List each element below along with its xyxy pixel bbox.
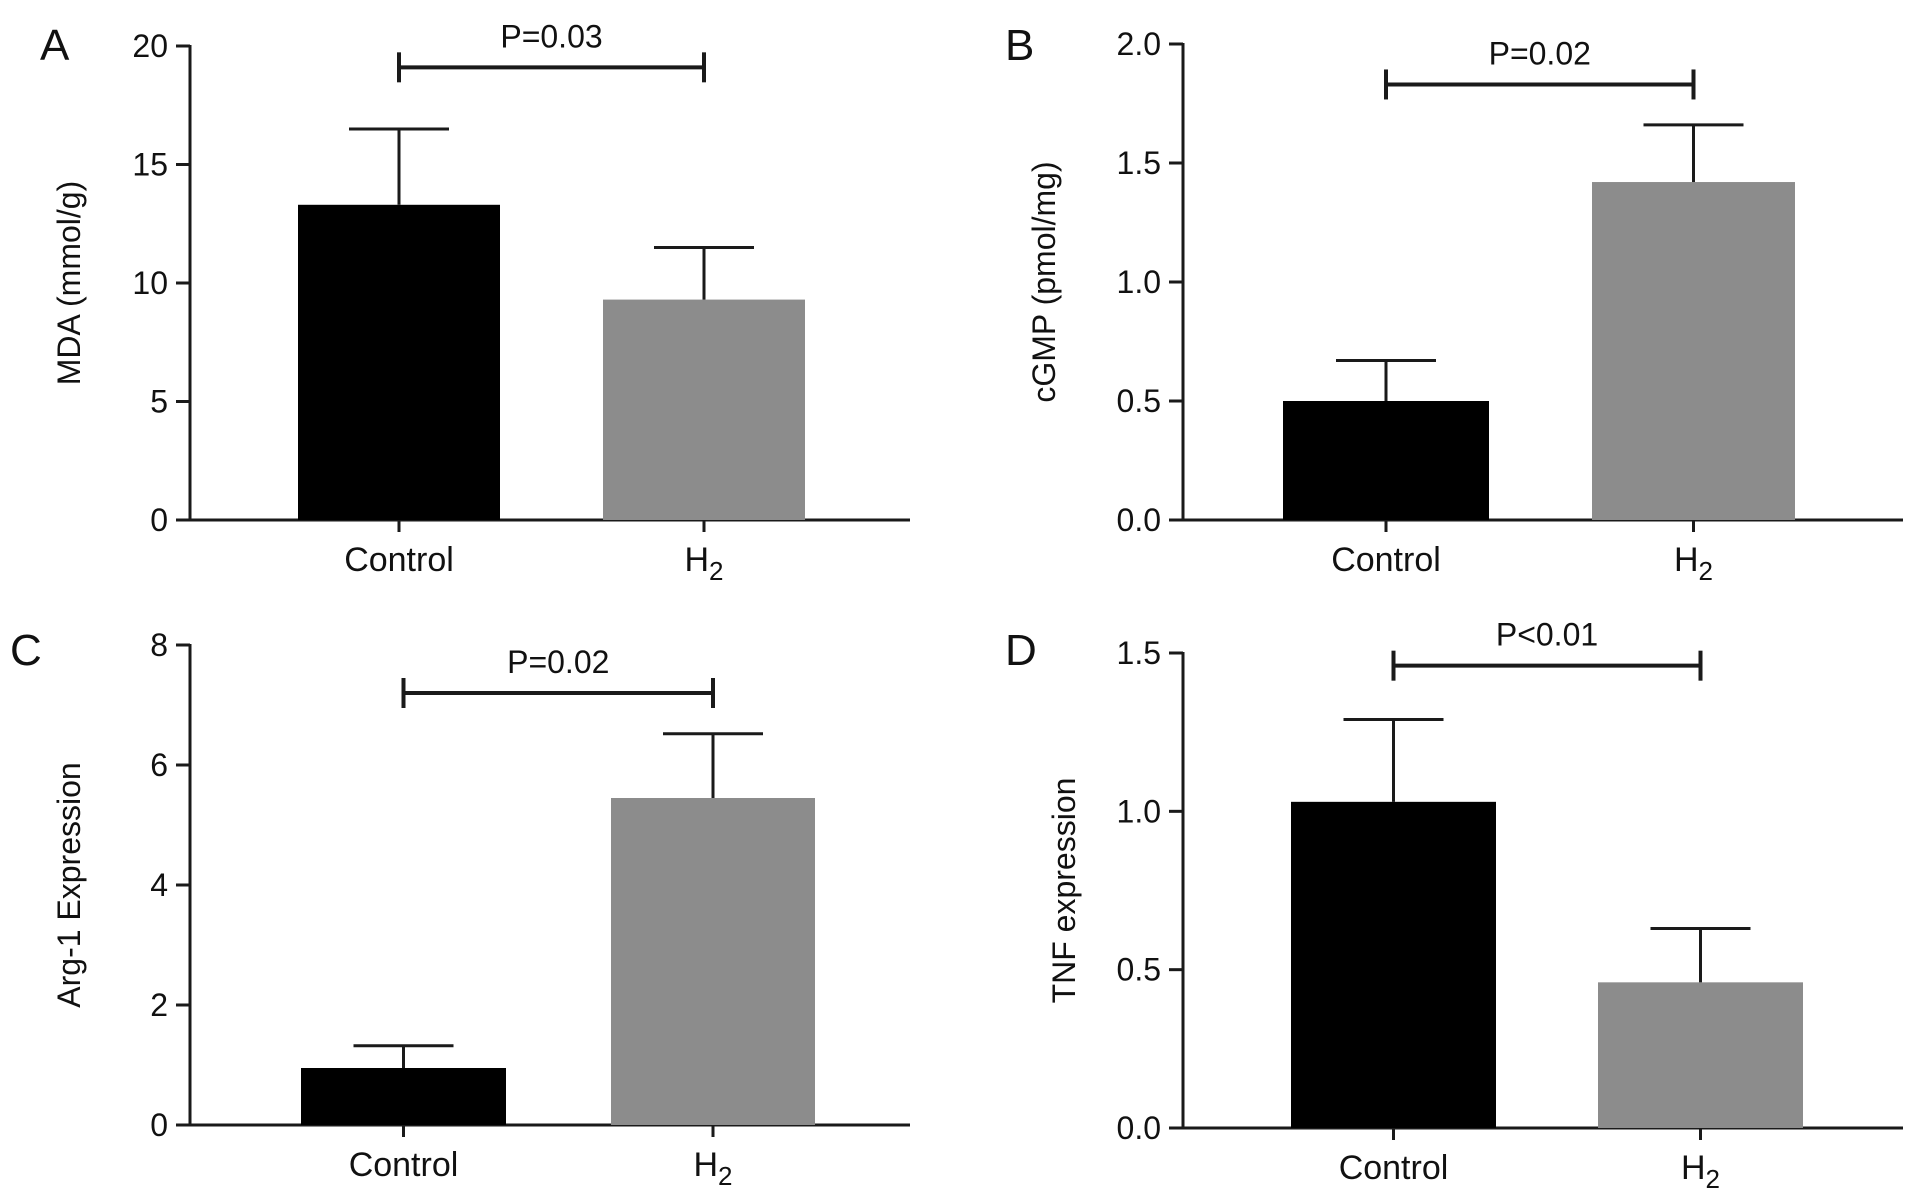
panel-a-category-label-control: Control [344,541,454,579]
panel-d-category-label-text: Control [1339,1149,1449,1187]
panel-b: B 0.0 0.5 1.0 1.5 2.0 cGMP (pmol/mg) Control H2 P… [1005,21,1903,586]
panel-a-letter: A [40,21,70,70]
panel-a-bar-h2 [603,299,805,520]
panel-d-bar-control [1291,801,1496,1128]
panel-b-y-tick-label: 0.0 [1117,502,1161,538]
panel-b-y-tick-label: 2.0 [1117,26,1161,62]
panel-d-y-tick-label: 1.5 [1117,635,1161,671]
panel-c-category-label-text: H [693,1146,718,1184]
panel-d-category-label-subscript: 2 [1706,1164,1720,1191]
panel-a-category-label-subscript: 2 [709,556,723,586]
panel-d-y-tick-label: 1.0 [1117,793,1161,829]
panel-c-y-tick-label: 4 [150,867,168,903]
panel-a-y-tick-label: 20 [132,28,168,64]
panel-d-letter: D [1005,626,1037,675]
panel-b-category-label-text: Control [1331,541,1441,579]
panel-c-bar-h2 [611,798,815,1125]
panel-b-y-tick-label: 1.5 [1117,145,1161,181]
panel-b-y-axis-title: cGMP (pmol/mg) [1026,161,1062,402]
panel-d-y-axis-title: TNF expression [1046,778,1082,1004]
panel-a-y-tick-label: 15 [132,147,168,183]
panel-d-y-tick-label: 0.0 [1117,1110,1161,1146]
panel-a-y-tick-label: 5 [150,384,168,420]
panel-c-letter: C [10,626,42,675]
panel-c-bar-control [301,1068,506,1125]
panel-b-category-label-subscript: 2 [1699,556,1713,586]
panel-b-category-label-text: H [1674,541,1699,579]
panel-c-y-tick-label: 8 [150,627,168,663]
panel-d-category-label-control: Control [1339,1149,1449,1187]
panel-d-p-value: P<0.01 [1496,617,1598,653]
panel-a-y-axis-title: MDA (mmol/g) [51,181,87,385]
panel-c-y-tick-label: 2 [150,987,168,1023]
panel-c-y-axis-title: Arg-1 Expression [51,762,87,1007]
panel-b-letter: B [1005,21,1034,70]
panel-a: A 0 5 10 15 20 MDA (mmol/g) Control H2 P=0.03 [40,18,910,586]
panel-b-category-label-control: Control [1331,541,1441,579]
panel-c-category-label-h2: H2 [693,1146,732,1191]
panel-a-category-label-h2: H2 [684,541,723,586]
panel-c-y-tick-label: 0 [150,1107,168,1143]
panel-d-bar-h2 [1598,982,1803,1128]
panel-a-bar-control [298,204,500,521]
panel-b-bar-h2 [1592,182,1795,521]
panel-c-category-label-subscript: 2 [718,1161,732,1191]
panel-a-category-label-text: H [684,541,709,579]
panel-b-y-tick-label: 1.0 [1117,264,1161,300]
panel-b-p-value: P=0.02 [1489,35,1591,71]
panel-b-category-label-h2: H2 [1674,541,1713,586]
panel-c-y-tick-label: 6 [150,747,168,783]
panel-c-category-label-control: Control [349,1146,459,1184]
panel-b-bar-control [1283,401,1489,520]
panel-a-p-value: P=0.03 [500,18,602,54]
panel-d-category-label-text: H [1681,1149,1706,1187]
panel-d: D 0.0 0.5 1.0 1.5 TNF expression Control H2 P<0.… [1005,617,1903,1191]
panel-a-category-label-text: Control [344,541,454,579]
panel-c-p-value: P=0.02 [507,644,609,680]
panel-b-y-tick-label: 0.5 [1117,383,1161,419]
panel-c-category-label-text: Control [349,1146,459,1184]
panel-a-y-tick-label: 10 [132,265,168,301]
panel-d-category-label-h2: H2 [1681,1149,1720,1191]
panel-a-y-tick-label: 0 [150,502,168,538]
panel-d-y-tick-label: 0.5 [1117,952,1161,988]
